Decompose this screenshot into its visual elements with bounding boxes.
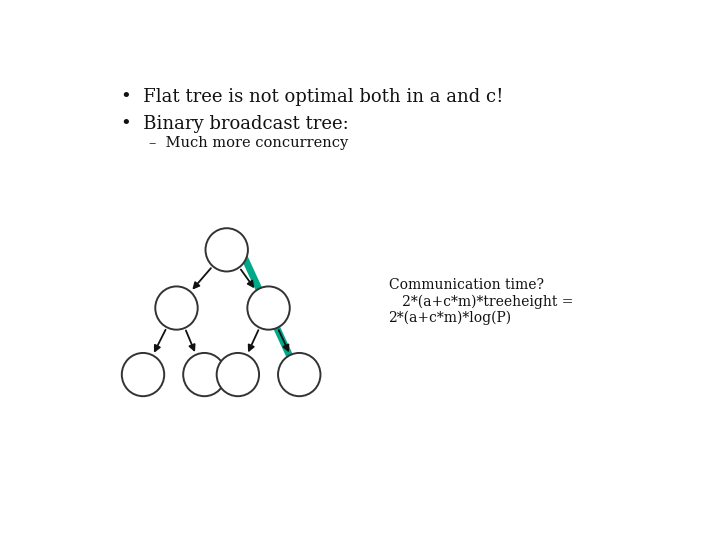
Ellipse shape — [156, 286, 198, 329]
Ellipse shape — [217, 353, 259, 396]
Ellipse shape — [278, 353, 320, 396]
Text: –  Much more concurrency: – Much more concurrency — [148, 136, 348, 150]
Ellipse shape — [248, 286, 289, 329]
Text: •  Binary broadcast tree:: • Binary broadcast tree: — [121, 114, 348, 133]
Ellipse shape — [205, 228, 248, 272]
Text: •  Flat tree is not optimal both in a and c!: • Flat tree is not optimal both in a and… — [121, 87, 503, 106]
Ellipse shape — [183, 353, 225, 396]
Text: Communication time?
   2*(a+c*m)*treeheight =
2*(a+c*m)*log(P): Communication time? 2*(a+c*m)*treeheight… — [389, 278, 573, 326]
Ellipse shape — [122, 353, 164, 396]
